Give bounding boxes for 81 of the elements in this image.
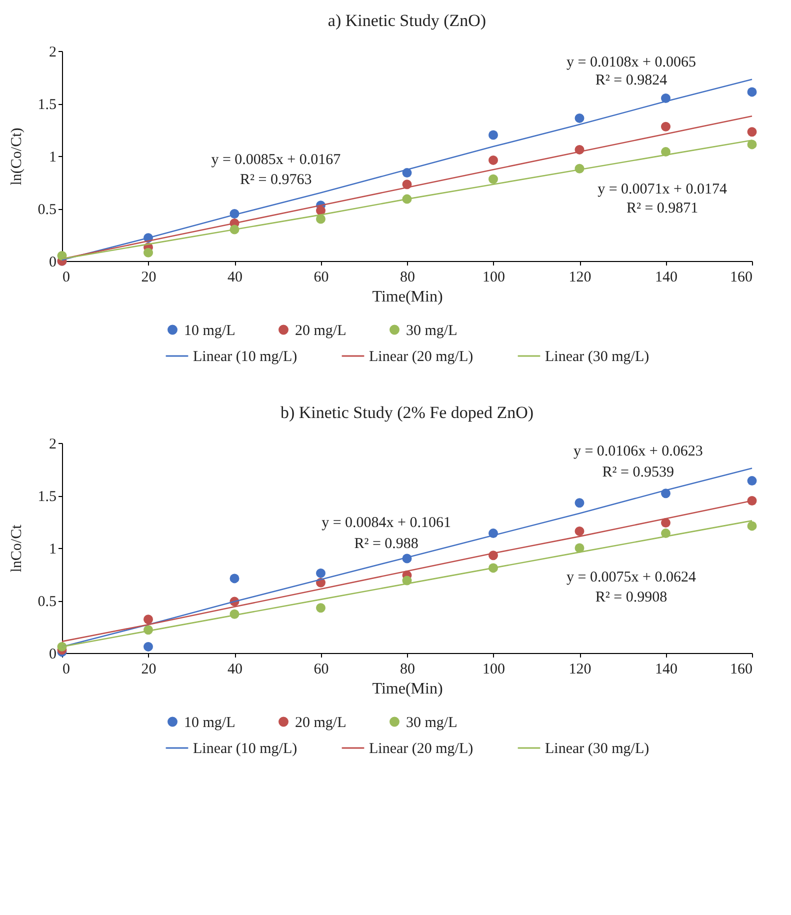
- legend-label: 10 mg/L: [184, 714, 236, 731]
- x-tick-label: 140: [655, 662, 678, 678]
- x-tick-label: 160: [730, 270, 752, 286]
- legend-label: Linear (10 mg/L): [193, 741, 298, 757]
- point: [316, 603, 326, 613]
- point: [747, 87, 757, 97]
- y-tick-label: 0.5: [38, 202, 56, 218]
- x-tick-label: 0: [62, 270, 70, 286]
- x-tick-label: 20: [141, 270, 156, 286]
- x-axis-title: Time(Min): [372, 680, 443, 698]
- y-tick-label: 1.5: [38, 97, 56, 113]
- legend-label: Linear (30 mg/L): [545, 741, 650, 757]
- point: [144, 248, 153, 258]
- annotation: R² = 0.9763: [240, 172, 312, 188]
- point: [488, 155, 498, 165]
- point: [574, 498, 584, 508]
- annotation: y = 0.0085x + 0.0167: [211, 152, 342, 168]
- point: [747, 496, 757, 506]
- point: [747, 140, 757, 150]
- annotation: R² = 0.9539: [602, 464, 674, 480]
- point: [747, 476, 757, 486]
- point: [316, 568, 326, 578]
- annotation: y = 0.0108x + 0.0065: [566, 54, 696, 70]
- point: [747, 521, 757, 531]
- x-tick-label: 40: [228, 270, 242, 286]
- legend-label: 20 mg/L: [295, 322, 346, 339]
- x-tick-label: 80: [400, 662, 415, 678]
- point: [574, 543, 584, 553]
- point: [574, 526, 584, 536]
- y-axis-title: ln(Co/Ct): [8, 128, 25, 186]
- x-axis-title: Time(Min): [372, 288, 443, 306]
- point: [488, 174, 498, 184]
- legend-label: Linear (30 mg/L): [545, 349, 650, 365]
- point: [144, 614, 153, 624]
- point: [488, 130, 498, 140]
- y-tick-label: 1: [49, 542, 56, 558]
- chart-title: b) Kinetic Study (2% Fe doped ZnO): [280, 403, 534, 422]
- annotation: y = 0.0071x + 0.0174: [598, 182, 728, 198]
- annotation: y = 0.0084x + 0.1061: [322, 514, 452, 531]
- x-tick-label: 80: [400, 270, 415, 286]
- y-tick-label: 2: [49, 44, 56, 60]
- point: [144, 642, 153, 652]
- chart-title: a) Kinetic Study (ZnO): [328, 11, 486, 30]
- point: [230, 574, 240, 584]
- legend-label: Linear (10 mg/L): [193, 349, 298, 365]
- legend-label: 20 mg/L: [295, 714, 346, 731]
- y-tick-label: 1.5: [38, 489, 56, 505]
- annotation: R² = 0.988: [354, 536, 418, 552]
- point: [661, 518, 670, 528]
- x-tick-label: 100: [482, 270, 505, 286]
- y-tick-label: 0.5: [38, 594, 56, 610]
- annotation: R² = 0.9871: [626, 200, 698, 216]
- x-tick-label: 160: [730, 662, 752, 678]
- legend-label: 30 mg/L: [406, 714, 458, 731]
- y-axis-title: lnCo/Ct: [8, 524, 25, 572]
- legend-label: 10 mg/L: [184, 322, 236, 339]
- annotation: R² = 0.9824: [595, 72, 668, 88]
- point: [747, 127, 757, 137]
- x-tick-label: 140: [655, 270, 678, 286]
- x-tick-label: 20: [141, 662, 156, 678]
- x-tick-label: 40: [228, 662, 242, 678]
- legend-label: Linear (20 mg/L): [369, 741, 474, 757]
- y-tick-label: 1: [49, 150, 56, 166]
- annotation: y = 0.0075x + 0.0624: [566, 569, 696, 586]
- annotation: y = 0.0106x + 0.0623: [573, 443, 703, 460]
- legend-label: Linear (20 mg/L): [369, 349, 474, 365]
- x-tick-label: 120: [568, 662, 592, 678]
- annotation: R² = 0.9908: [595, 589, 668, 606]
- y-tick-label: 0: [49, 254, 56, 270]
- x-tick-label: 0: [62, 662, 70, 678]
- y-tick-label: 2: [49, 436, 56, 452]
- x-tick-label: 60: [314, 662, 329, 678]
- x-tick-label: 100: [482, 662, 505, 678]
- x-tick-label: 60: [314, 270, 329, 286]
- legend-label: 30 mg/L: [406, 322, 458, 339]
- point: [316, 206, 326, 216]
- point: [574, 113, 584, 123]
- y-tick-label: 0: [49, 646, 56, 662]
- x-tick-label: 120: [568, 270, 592, 286]
- point: [661, 122, 670, 132]
- point: [316, 214, 326, 224]
